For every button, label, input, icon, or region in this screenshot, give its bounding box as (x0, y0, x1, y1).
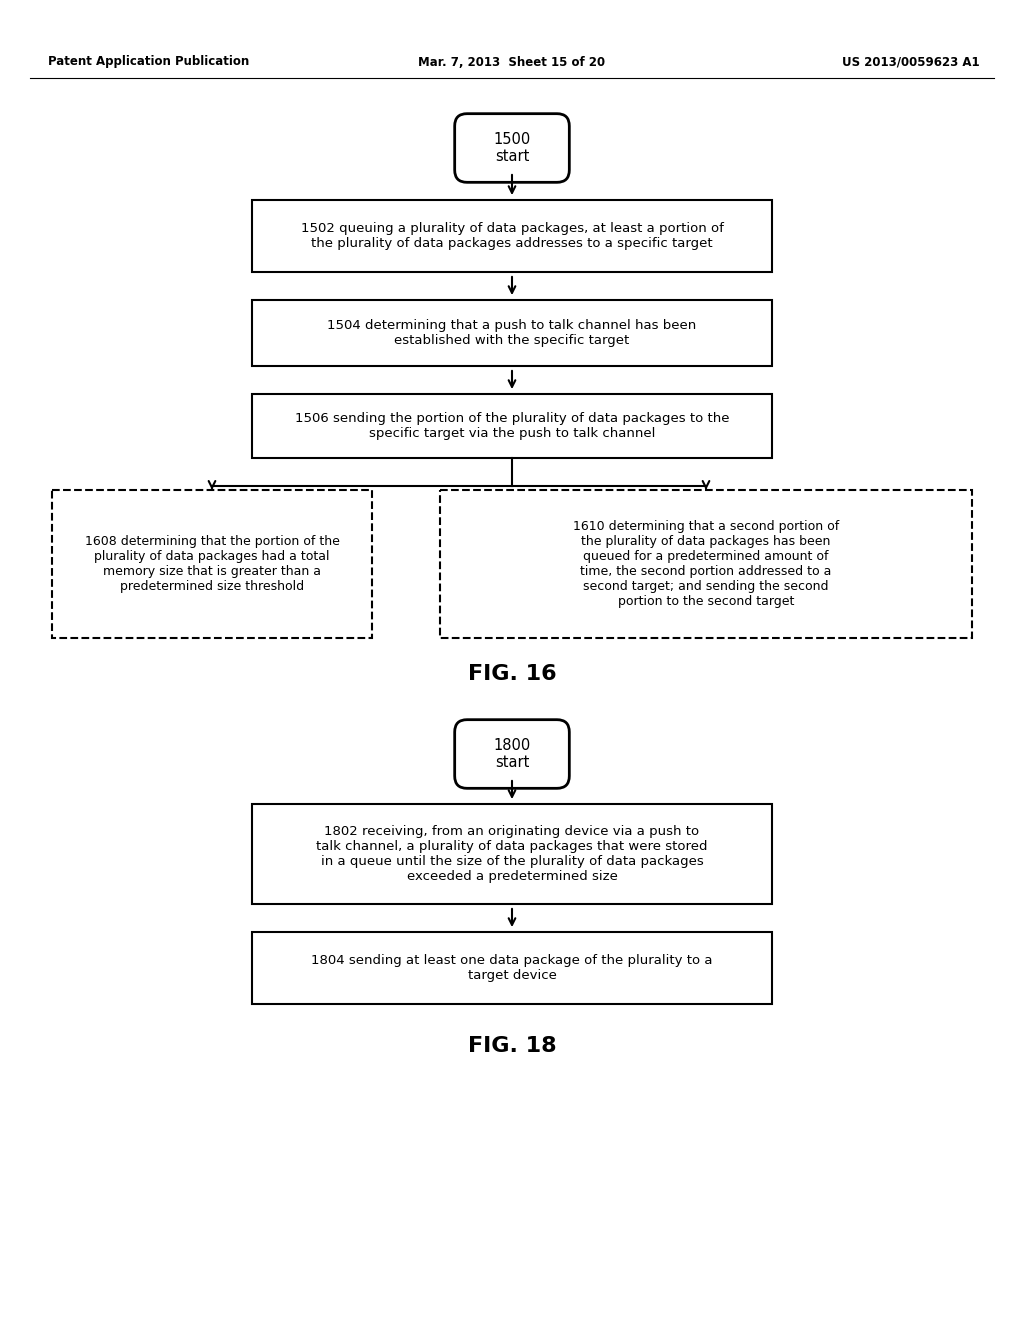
FancyBboxPatch shape (252, 201, 772, 272)
FancyBboxPatch shape (455, 719, 569, 788)
FancyBboxPatch shape (52, 490, 372, 638)
FancyBboxPatch shape (455, 114, 569, 182)
Text: US 2013/0059623 A1: US 2013/0059623 A1 (843, 55, 980, 69)
Text: 1504 determining that a push to talk channel has been
established with the speci: 1504 determining that a push to talk cha… (328, 319, 696, 347)
Text: Mar. 7, 2013  Sheet 15 of 20: Mar. 7, 2013 Sheet 15 of 20 (419, 55, 605, 69)
Text: 1800
start: 1800 start (494, 738, 530, 770)
Text: FIG. 16: FIG. 16 (468, 664, 556, 684)
Text: 1804 sending at least one data package of the plurality to a
target device: 1804 sending at least one data package o… (311, 954, 713, 982)
FancyBboxPatch shape (440, 490, 972, 638)
Text: 1608 determining that the portion of the
plurality of data packages had a total
: 1608 determining that the portion of the… (85, 535, 339, 593)
Text: 1502 queuing a plurality of data packages, at least a portion of
the plurality o: 1502 queuing a plurality of data package… (301, 222, 723, 249)
FancyBboxPatch shape (252, 932, 772, 1005)
Text: FIG. 18: FIG. 18 (468, 1036, 556, 1056)
FancyBboxPatch shape (252, 393, 772, 458)
FancyBboxPatch shape (252, 804, 772, 904)
Text: 1610 determining that a second portion of
the plurality of data packages has bee: 1610 determining that a second portion o… (572, 520, 839, 609)
Text: 1802 receiving, from an originating device via a push to
talk channel, a plurali: 1802 receiving, from an originating devi… (316, 825, 708, 883)
Text: 1500
start: 1500 start (494, 132, 530, 164)
FancyBboxPatch shape (252, 300, 772, 366)
Text: 1506 sending the portion of the plurality of data packages to the
specific targe: 1506 sending the portion of the pluralit… (295, 412, 729, 440)
Text: Patent Application Publication: Patent Application Publication (48, 55, 249, 69)
